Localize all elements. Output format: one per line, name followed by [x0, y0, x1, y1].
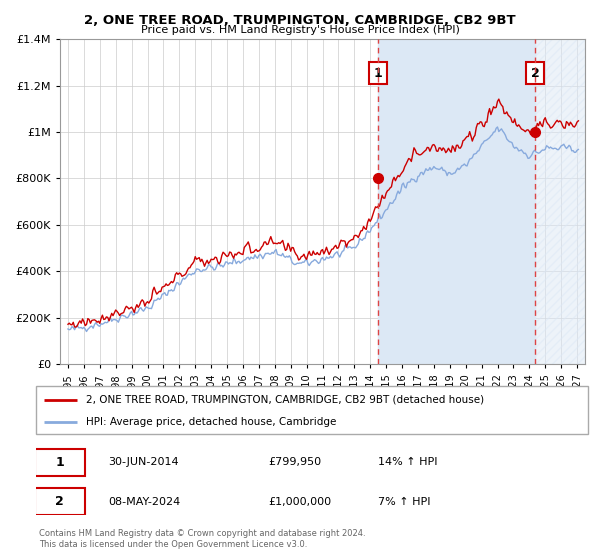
Text: 2: 2 — [55, 495, 64, 508]
Text: HPI: Average price, detached house, Cambridge: HPI: Average price, detached house, Camb… — [86, 417, 336, 427]
Text: 1: 1 — [374, 67, 383, 80]
Text: 08-MAY-2024: 08-MAY-2024 — [108, 497, 180, 507]
Bar — [378, 39, 535, 364]
Bar — [535, 39, 585, 364]
FancyBboxPatch shape — [36, 386, 588, 434]
Text: 7% ↑ HPI: 7% ↑ HPI — [378, 497, 431, 507]
FancyBboxPatch shape — [35, 449, 85, 476]
Text: £1,000,000: £1,000,000 — [268, 497, 331, 507]
Text: 1: 1 — [55, 456, 64, 469]
Text: 14% ↑ HPI: 14% ↑ HPI — [378, 458, 438, 467]
Text: Contains HM Land Registry data © Crown copyright and database right 2024.
This d: Contains HM Land Registry data © Crown c… — [39, 529, 365, 549]
Text: 2, ONE TREE ROAD, TRUMPINGTON, CAMBRIDGE, CB2 9BT: 2, ONE TREE ROAD, TRUMPINGTON, CAMBRIDGE… — [84, 14, 516, 27]
Text: 2, ONE TREE ROAD, TRUMPINGTON, CAMBRIDGE, CB2 9BT (detached house): 2, ONE TREE ROAD, TRUMPINGTON, CAMBRIDGE… — [86, 395, 484, 405]
FancyBboxPatch shape — [35, 488, 85, 515]
Text: 2: 2 — [530, 67, 539, 80]
Text: 30-JUN-2014: 30-JUN-2014 — [108, 458, 178, 467]
Text: Price paid vs. HM Land Registry's House Price Index (HPI): Price paid vs. HM Land Registry's House … — [140, 25, 460, 35]
Text: £799,950: £799,950 — [268, 458, 321, 467]
